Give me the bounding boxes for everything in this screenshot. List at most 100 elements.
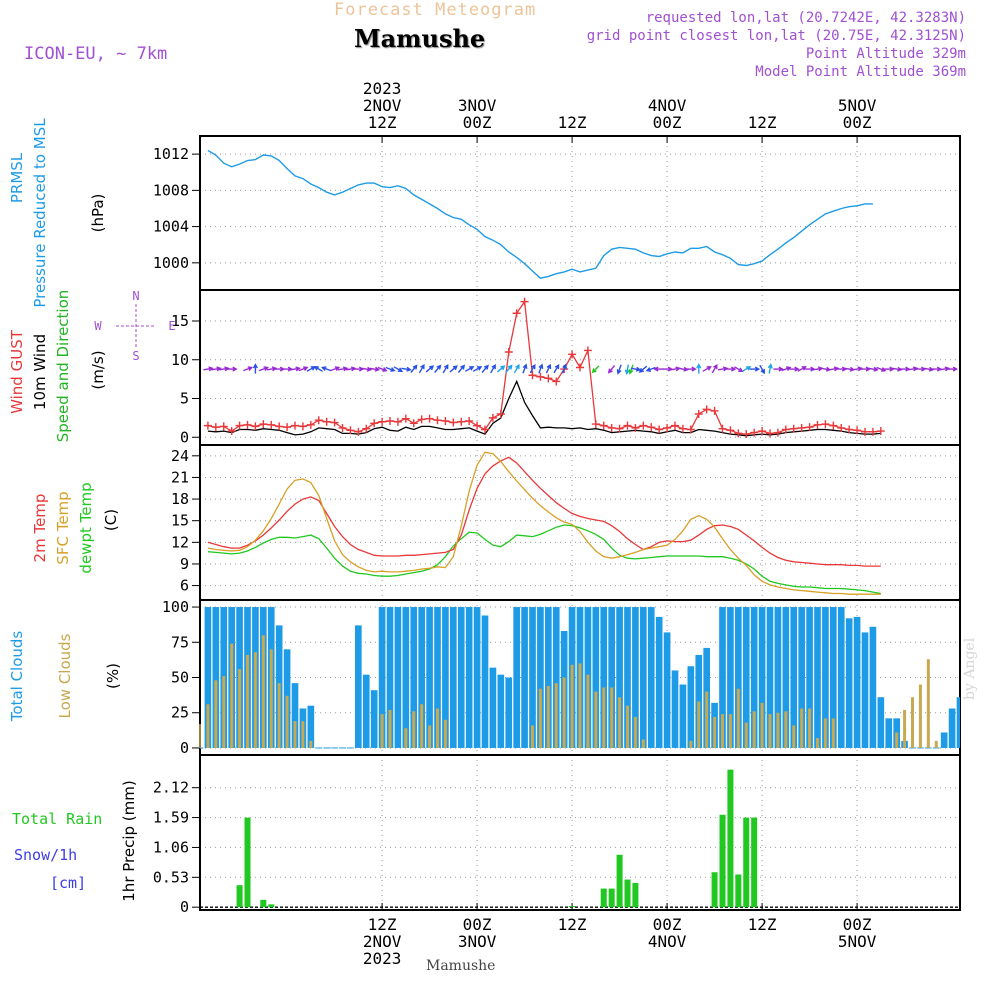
pressure-ytick-label: 1012 xyxy=(153,145,189,163)
low-cloud-bar xyxy=(412,711,416,748)
pressure-label: PRMSL xyxy=(8,152,26,203)
temperature-ytick-label: 18 xyxy=(171,490,189,508)
low-cloud-bar xyxy=(633,716,637,748)
total-cloud-bar xyxy=(426,607,433,748)
low-cloud-bar xyxy=(808,708,812,748)
wind-direction-arrow xyxy=(947,366,959,372)
wind-gust-marker xyxy=(433,416,442,425)
low-cloud-bar xyxy=(911,697,914,748)
wind-gust-marker xyxy=(552,377,561,386)
low-cloud-bar xyxy=(428,725,432,748)
wind-direction-arrow xyxy=(805,366,816,372)
wind-direction-arrow xyxy=(290,366,301,372)
top-time-label: 00Z xyxy=(463,113,492,132)
low-cloud-bar xyxy=(570,664,574,748)
wind-direction-arrow xyxy=(361,366,373,372)
wind-direction-arrow xyxy=(538,363,544,374)
total-cloud-bar xyxy=(410,607,418,748)
footer-location: Mamushe xyxy=(426,958,496,974)
total-cloud-bar xyxy=(869,626,877,748)
wind-direction-arrow xyxy=(377,366,388,372)
wind-gust-marker xyxy=(686,425,695,434)
temperature-frame xyxy=(199,444,961,601)
wind-direction-arrow xyxy=(630,366,642,372)
wind-speed-line xyxy=(207,379,881,437)
requested-coords: requested lon,lat (20.7242E, 42.3283N) xyxy=(645,10,966,26)
precip-ytick-label: 0.53 xyxy=(153,868,189,886)
wind-gust-marker xyxy=(868,427,877,436)
wind-gust-marker xyxy=(797,423,806,432)
wind-direction-arrow xyxy=(653,366,664,372)
low-cloud-bar xyxy=(380,714,384,748)
wind-gust-marker xyxy=(655,425,664,434)
total-cloud-bar xyxy=(608,607,615,748)
rain-label: Total Rain xyxy=(12,810,102,828)
pressure-ytick-label: 1004 xyxy=(153,218,189,236)
rain-bar xyxy=(735,874,742,908)
precip-frame xyxy=(199,754,961,911)
wind-gust-marker xyxy=(821,420,830,429)
wind-direction-arrow xyxy=(496,365,506,373)
wind-gust-marker xyxy=(750,428,759,437)
total-cloud-bar xyxy=(624,607,631,748)
rain-bar xyxy=(727,769,734,908)
wind-gust-marker xyxy=(227,427,236,436)
total-cloud-bar xyxy=(830,607,837,748)
wind-direction-arrow xyxy=(607,365,616,374)
compass-west-label: W xyxy=(94,319,102,333)
total-cloud-bar xyxy=(513,607,520,748)
total-cloud-bar xyxy=(885,718,893,748)
wind-gust-marker xyxy=(211,423,220,432)
wind-direction-arrow xyxy=(513,363,520,374)
wind-direction-arrow xyxy=(773,366,784,372)
bottom-time-label: 2NOV xyxy=(363,932,402,951)
wind-direction-arrow xyxy=(616,364,622,375)
total-cloud-bar xyxy=(434,607,441,748)
wind-direction-arrow xyxy=(711,363,718,374)
wind-direction-arrow xyxy=(425,365,435,373)
low-cloud-bar xyxy=(293,721,297,748)
wind-gust-marker xyxy=(243,420,252,429)
total-cloud-bar xyxy=(845,618,853,748)
wind-gust-marker xyxy=(766,429,774,438)
wind-gust-marker xyxy=(370,419,379,428)
clouds-unit-label: (%) xyxy=(104,663,122,689)
pressure-frame xyxy=(199,135,961,291)
low-clouds-label: Low Clouds xyxy=(56,633,74,718)
wind-gust-marker xyxy=(449,418,458,427)
low-cloud-bar xyxy=(618,697,622,748)
wind-direction-arrow xyxy=(725,366,737,372)
wind-gust-marker xyxy=(322,417,331,426)
top-time-label: 00Z xyxy=(653,113,682,132)
wind-direction-arrow xyxy=(545,363,552,374)
wind-direction-arrow xyxy=(490,363,496,374)
top-time-label: 3NOV xyxy=(458,96,497,115)
total-cloud-bar xyxy=(758,607,766,748)
compass-south-label: S xyxy=(132,349,139,363)
low-cloud-bar xyxy=(641,739,645,748)
wind-direction-arrow xyxy=(472,366,483,372)
wind-direction-arrow xyxy=(345,366,357,372)
low-cloud-bar xyxy=(713,716,717,748)
low-cloud-bar xyxy=(895,732,899,748)
total-cloud-bar xyxy=(386,607,394,748)
low-cloud-bar xyxy=(776,712,780,748)
total-cloud-bar xyxy=(853,616,861,748)
bottom-time-label: 2023 xyxy=(363,949,402,968)
wind-gust-marker xyxy=(291,421,299,430)
wind-gust-marker xyxy=(536,372,545,381)
wind-gust-marker xyxy=(441,416,450,425)
wind-unit-label: (m/s) xyxy=(89,350,107,389)
wind-direction-arrow xyxy=(939,366,951,372)
low-cloud-bar xyxy=(728,714,732,748)
wind-gust-marker xyxy=(671,421,679,430)
wind-gust-marker xyxy=(623,421,632,430)
wind-gust-marker xyxy=(663,423,672,432)
model-name: ICON-EU, ~ 7km xyxy=(24,44,168,64)
clouds-ytick-label: 0 xyxy=(180,739,189,757)
top-time-label: 4NOV xyxy=(648,96,687,115)
total-cloud-bar xyxy=(465,607,473,748)
low-cloud-bar xyxy=(578,663,582,748)
wind-gust-marker xyxy=(488,413,497,422)
total-cloud-bar xyxy=(291,683,299,748)
